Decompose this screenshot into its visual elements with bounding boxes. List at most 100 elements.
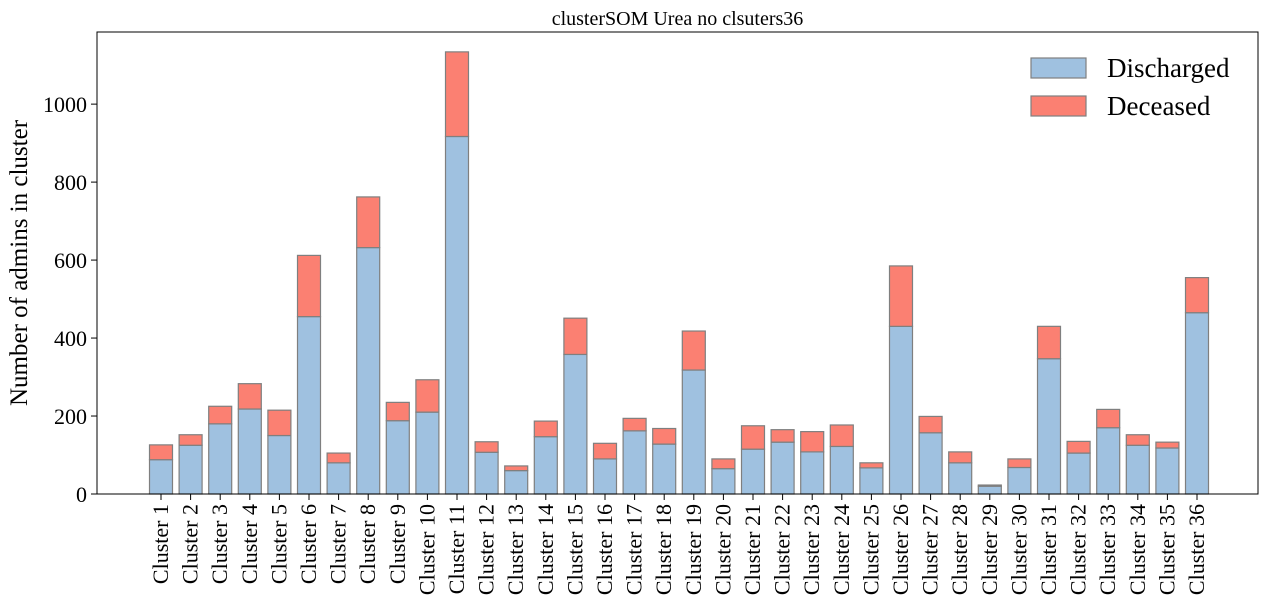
x-tick-label: Cluster 13 <box>503 504 528 595</box>
bar-deceased-35 <box>1155 441 1180 449</box>
bar-deceased-6 <box>296 254 322 318</box>
bar-deceased-22 <box>770 429 795 443</box>
bar-discharged-22 <box>770 441 795 495</box>
bar-discharged-3 <box>208 423 233 495</box>
bar-deceased-18 <box>652 427 677 445</box>
y-tick-label: 1000 <box>43 92 87 117</box>
bar-deceased-24 <box>829 424 854 448</box>
legend-label-discharged: Discharged <box>1107 53 1230 83</box>
bar-deceased-12 <box>474 441 499 453</box>
bar-discharged-35 <box>1155 447 1180 495</box>
bar-deceased-10 <box>415 379 440 413</box>
bar-discharged-36 <box>1184 312 1210 495</box>
bar-deceased-7 <box>326 452 351 464</box>
bar-discharged-34 <box>1125 444 1150 495</box>
bar-deceased-28 <box>948 451 973 464</box>
x-tick-label: Cluster 12 <box>474 504 499 595</box>
bar-deceased-20 <box>711 458 736 470</box>
x-tick-label: Cluster 36 <box>1184 504 1209 595</box>
bar-discharged-33 <box>1096 427 1121 495</box>
bar-discharged-4 <box>237 408 262 495</box>
legend-swatch-deceased <box>1030 95 1087 117</box>
x-tick-label: Cluster 2 <box>178 504 203 584</box>
x-tick-label: Cluster 6 <box>296 504 321 584</box>
bar-discharged-31 <box>1036 358 1062 495</box>
x-tick-label: Cluster 29 <box>977 504 1002 595</box>
bar-discharged-7 <box>326 462 351 495</box>
bar-deceased-33 <box>1096 408 1121 429</box>
x-tick-label: Cluster 15 <box>562 504 587 595</box>
y-axis-ticks: 0 200 400 600 800 1000 <box>43 92 97 507</box>
bar-deceased-19 <box>681 330 706 371</box>
x-tick-label: Cluster 26 <box>888 504 913 595</box>
bar-deceased-27 <box>918 415 943 434</box>
bar-discharged-10 <box>415 411 440 495</box>
bar-deceased-16 <box>592 442 618 460</box>
x-axis-ticks: Cluster 1 Cluster 2 Cluster 3 Cluster 4 Clus… <box>148 494 1209 595</box>
bar-deceased-36 <box>1184 277 1210 314</box>
bar-discharged-23 <box>800 451 825 495</box>
x-tick-label: Cluster 14 <box>533 504 558 595</box>
x-tick-label: Cluster 7 <box>326 504 351 584</box>
x-tick-label: Cluster 22 <box>770 504 795 595</box>
bar-deceased-3 <box>208 405 233 425</box>
bar-discharged-6 <box>296 316 322 495</box>
bar-discharged-28 <box>948 462 973 495</box>
x-tick-label: Cluster 16 <box>592 504 617 595</box>
chart-title: clusterSOM Urea no clsuters36 <box>552 8 804 30</box>
bar-deceased-30 <box>1007 458 1032 469</box>
bar-deceased-29 <box>977 484 1002 487</box>
bar-deceased-8 <box>356 196 381 249</box>
y-tick-label: 0 <box>76 482 87 507</box>
x-tick-label: Cluster 1 <box>148 504 173 584</box>
bar-discharged-21 <box>740 448 766 495</box>
x-tick-label: Cluster 21 <box>740 504 765 595</box>
x-tick-label: Cluster 25 <box>858 504 883 595</box>
bar-discharged-9 <box>385 420 410 495</box>
bar-deceased-14 <box>533 420 558 438</box>
bar-discharged-20 <box>711 468 736 495</box>
bar-discharged-25 <box>859 467 884 495</box>
bar-deceased-1 <box>148 444 174 461</box>
bar-deceased-9 <box>385 401 410 422</box>
y-tick-label: 200 <box>54 404 87 429</box>
x-tick-label: Cluster 18 <box>651 504 676 595</box>
x-tick-label: Cluster 30 <box>1006 504 1031 595</box>
x-tick-label: Cluster 31 <box>1036 504 1061 595</box>
bar-deceased-15 <box>563 317 588 356</box>
x-tick-label: Cluster 27 <box>918 504 943 595</box>
bar-discharged-16 <box>592 458 618 495</box>
x-tick-label: Cluster 4 <box>237 504 262 584</box>
bar-deceased-5 <box>267 409 292 437</box>
y-axis-label: Number of admins in cluster <box>6 119 33 406</box>
y-tick-label: 800 <box>54 170 87 195</box>
x-tick-label: Cluster 28 <box>947 504 972 595</box>
bar-discharged-2 <box>178 444 203 495</box>
bar-discharged-32 <box>1066 452 1091 495</box>
x-tick-label: Cluster 23 <box>799 504 824 595</box>
x-tick-label: Cluster 24 <box>829 504 854 595</box>
x-tick-label: Cluster 8 <box>355 504 380 584</box>
legend: Discharged Deceased <box>1030 53 1230 121</box>
x-tick-label: Cluster 11 <box>444 504 469 594</box>
bar-deceased-34 <box>1125 434 1150 446</box>
bar-discharged-13 <box>504 470 529 495</box>
legend-swatch-discharged <box>1030 57 1087 79</box>
bar-discharged-17 <box>622 430 647 495</box>
bar-deceased-23 <box>800 431 825 453</box>
x-tick-label: Cluster 9 <box>385 504 410 584</box>
plot-frame <box>96 31 1259 495</box>
bar-deceased-31 <box>1036 325 1062 360</box>
bar-deceased-21 <box>740 425 766 450</box>
x-tick-label: Cluster 34 <box>1125 504 1150 595</box>
legend-label-deceased: Deceased <box>1107 91 1211 121</box>
bar-discharged-8 <box>356 247 381 495</box>
bar-discharged-5 <box>267 434 292 495</box>
x-tick-label: Cluster 32 <box>1066 504 1091 595</box>
bars-layer <box>148 51 1210 495</box>
bar-discharged-27 <box>918 432 943 495</box>
bar-deceased-11 <box>444 51 470 138</box>
x-tick-label: Cluster 35 <box>1154 504 1179 595</box>
x-tick-label: Cluster 19 <box>681 504 706 595</box>
